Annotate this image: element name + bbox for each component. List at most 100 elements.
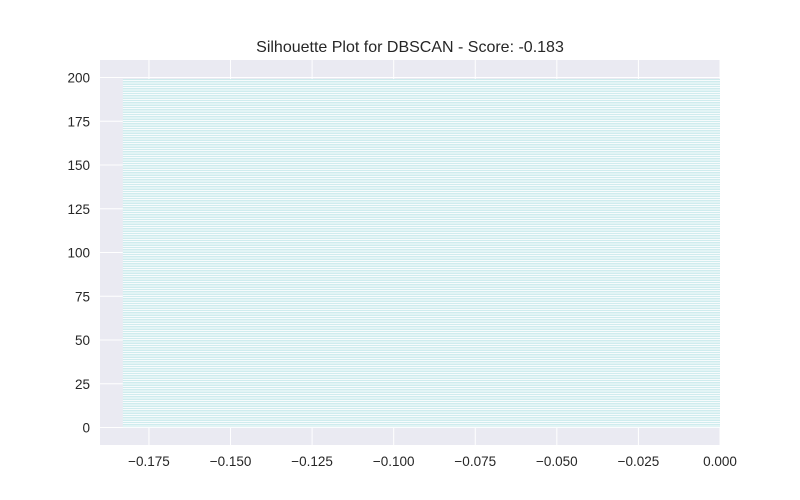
silhouette-bar xyxy=(122,411,720,413)
silhouette-bar xyxy=(122,289,720,290)
silhouette-bar xyxy=(122,392,720,393)
silhouette-bar xyxy=(122,112,720,113)
silhouette-bar xyxy=(122,301,720,302)
silhouette-bar xyxy=(122,238,720,239)
y-tick-label: 125 xyxy=(67,202,90,217)
silhouette-bar xyxy=(122,299,720,301)
silhouette-bar xyxy=(122,233,720,234)
silhouette-bar xyxy=(122,326,720,327)
silhouette-bar xyxy=(122,88,720,89)
silhouette-bar xyxy=(122,161,720,162)
silhouette-bar xyxy=(122,98,720,99)
silhouette-bar xyxy=(122,208,720,210)
silhouette-bar xyxy=(122,224,720,225)
silhouette-bar xyxy=(122,298,720,299)
silhouette-bar xyxy=(122,305,720,306)
silhouette-bar xyxy=(122,235,720,236)
silhouette-bar xyxy=(122,270,720,271)
silhouette-bar xyxy=(122,284,720,285)
silhouette-bar xyxy=(122,193,720,194)
silhouette-bar xyxy=(122,404,720,406)
silhouette-bar xyxy=(122,119,720,120)
silhouette-bar xyxy=(122,243,720,245)
silhouette-bar xyxy=(122,214,720,215)
silhouette-bar xyxy=(122,191,720,192)
silhouette-bar xyxy=(122,170,720,171)
silhouette-bar xyxy=(122,221,720,222)
silhouette-bar xyxy=(122,198,720,199)
silhouette-bar xyxy=(122,320,720,322)
silhouette-bar xyxy=(122,222,720,224)
silhouette-bar xyxy=(122,389,720,390)
silhouette-bar xyxy=(122,95,720,96)
silhouette-bar xyxy=(122,257,720,259)
silhouette-bar xyxy=(122,189,720,190)
silhouette-bar xyxy=(122,383,720,385)
x-tick-label: −0.150 xyxy=(210,454,252,469)
silhouette-bar xyxy=(122,291,720,292)
silhouette-bar xyxy=(122,310,720,311)
silhouette-bar xyxy=(122,130,720,131)
x-tick-label: −0.125 xyxy=(291,454,333,469)
silhouette-bar xyxy=(122,110,720,112)
silhouette-bar xyxy=(122,420,720,421)
silhouette-bar xyxy=(122,135,720,136)
silhouette-bar xyxy=(122,394,720,395)
silhouette-bar xyxy=(122,126,720,127)
silhouette-bar xyxy=(122,96,720,98)
silhouette-bar xyxy=(122,159,720,161)
silhouette-bar xyxy=(122,121,720,122)
silhouette-bar xyxy=(122,252,720,253)
silhouette-bar xyxy=(122,329,720,330)
silhouette-bar xyxy=(122,114,720,115)
x-tick-label: −0.075 xyxy=(454,454,496,469)
silhouette-bar xyxy=(122,376,720,378)
silhouette-bar xyxy=(122,240,720,241)
x-tick-label: −0.025 xyxy=(618,454,660,469)
silhouette-bar xyxy=(122,173,720,175)
y-tick-label: 200 xyxy=(67,71,90,86)
silhouette-bar xyxy=(122,142,720,143)
silhouette-bar xyxy=(122,282,720,283)
silhouette-bar xyxy=(122,156,720,157)
silhouette-bar xyxy=(122,263,720,264)
silhouette-bar xyxy=(122,184,720,185)
silhouette-bar xyxy=(122,242,720,243)
silhouette-bar xyxy=(122,116,720,117)
silhouette-bar xyxy=(122,177,720,178)
y-tick-label: 175 xyxy=(67,114,90,129)
silhouette-bar xyxy=(122,341,720,343)
silhouette-bar xyxy=(122,348,720,350)
silhouette-bar xyxy=(122,166,720,168)
silhouette-bar xyxy=(122,261,720,262)
silhouette-bar xyxy=(122,359,720,360)
silhouette-bar xyxy=(122,149,720,150)
y-tick-label: 50 xyxy=(75,333,90,348)
silhouette-bar xyxy=(122,168,720,169)
silhouette-bar xyxy=(122,205,720,206)
silhouette-bar xyxy=(122,245,720,246)
silhouette-bar xyxy=(122,86,720,87)
silhouette-bar xyxy=(122,254,720,255)
silhouette-bar xyxy=(122,89,720,91)
silhouette-bar xyxy=(122,366,720,367)
silhouette-bar xyxy=(122,338,720,339)
silhouette-bar xyxy=(122,380,720,381)
silhouette-bar xyxy=(122,163,720,164)
silhouette-bar xyxy=(122,109,720,110)
silhouette-bar xyxy=(122,196,720,197)
silhouette-bar xyxy=(122,385,720,386)
x-tick-label: −0.050 xyxy=(536,454,578,469)
silhouette-bar xyxy=(122,334,720,336)
silhouette-bar xyxy=(122,158,720,159)
silhouette-bar xyxy=(122,387,720,388)
silhouette-bar xyxy=(122,175,720,176)
silhouette-bar xyxy=(122,324,720,325)
silhouette-bar xyxy=(122,268,720,269)
silhouette-bar xyxy=(122,308,720,309)
silhouette-bar xyxy=(122,401,720,402)
silhouette-bar xyxy=(122,207,720,208)
silhouette-bar xyxy=(122,236,720,238)
silhouette-bar xyxy=(122,375,720,376)
